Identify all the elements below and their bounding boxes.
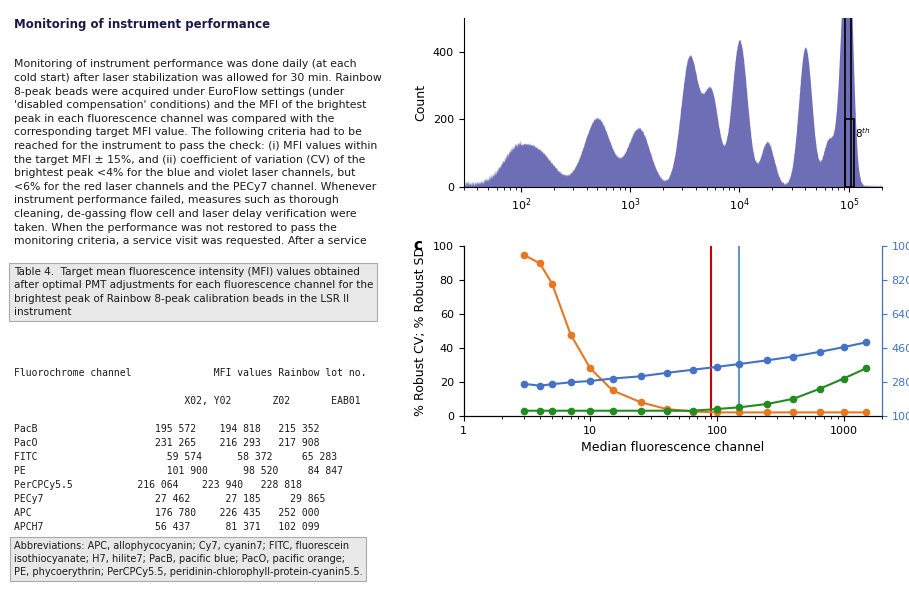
Y-axis label: Count: Count bbox=[415, 84, 427, 121]
Text: Monitoring of instrument performance was done daily (at each
cold start) after l: Monitoring of instrument performance was… bbox=[14, 59, 382, 246]
X-axis label: Median fluorescence channel: Median fluorescence channel bbox=[581, 441, 764, 454]
Text: c: c bbox=[414, 238, 423, 253]
Text: Abbreviations: APC, allophycocyanin; Cy7, cyanin7; FITC, fluorescein
isothiocyan: Abbreviations: APC, allophycocyanin; Cy7… bbox=[14, 541, 363, 577]
Text: 8$^{th}$: 8$^{th}$ bbox=[854, 126, 870, 140]
Bar bbox=[845, 119, 854, 187]
Text: Table 4.  Target mean fluorescence intensity (MFI) values obtained
after optimal: Table 4. Target mean fluorescence intens… bbox=[14, 267, 373, 317]
Text: Monitoring of instrument performance: Monitoring of instrument performance bbox=[14, 18, 270, 31]
Text: Fluorochrome channel              MFI values Rainbow lot no.

                  : Fluorochrome channel MFI values Rainbow … bbox=[14, 368, 366, 532]
Y-axis label: % Robust CV; % Robust SD: % Robust CV; % Robust SD bbox=[415, 247, 427, 416]
